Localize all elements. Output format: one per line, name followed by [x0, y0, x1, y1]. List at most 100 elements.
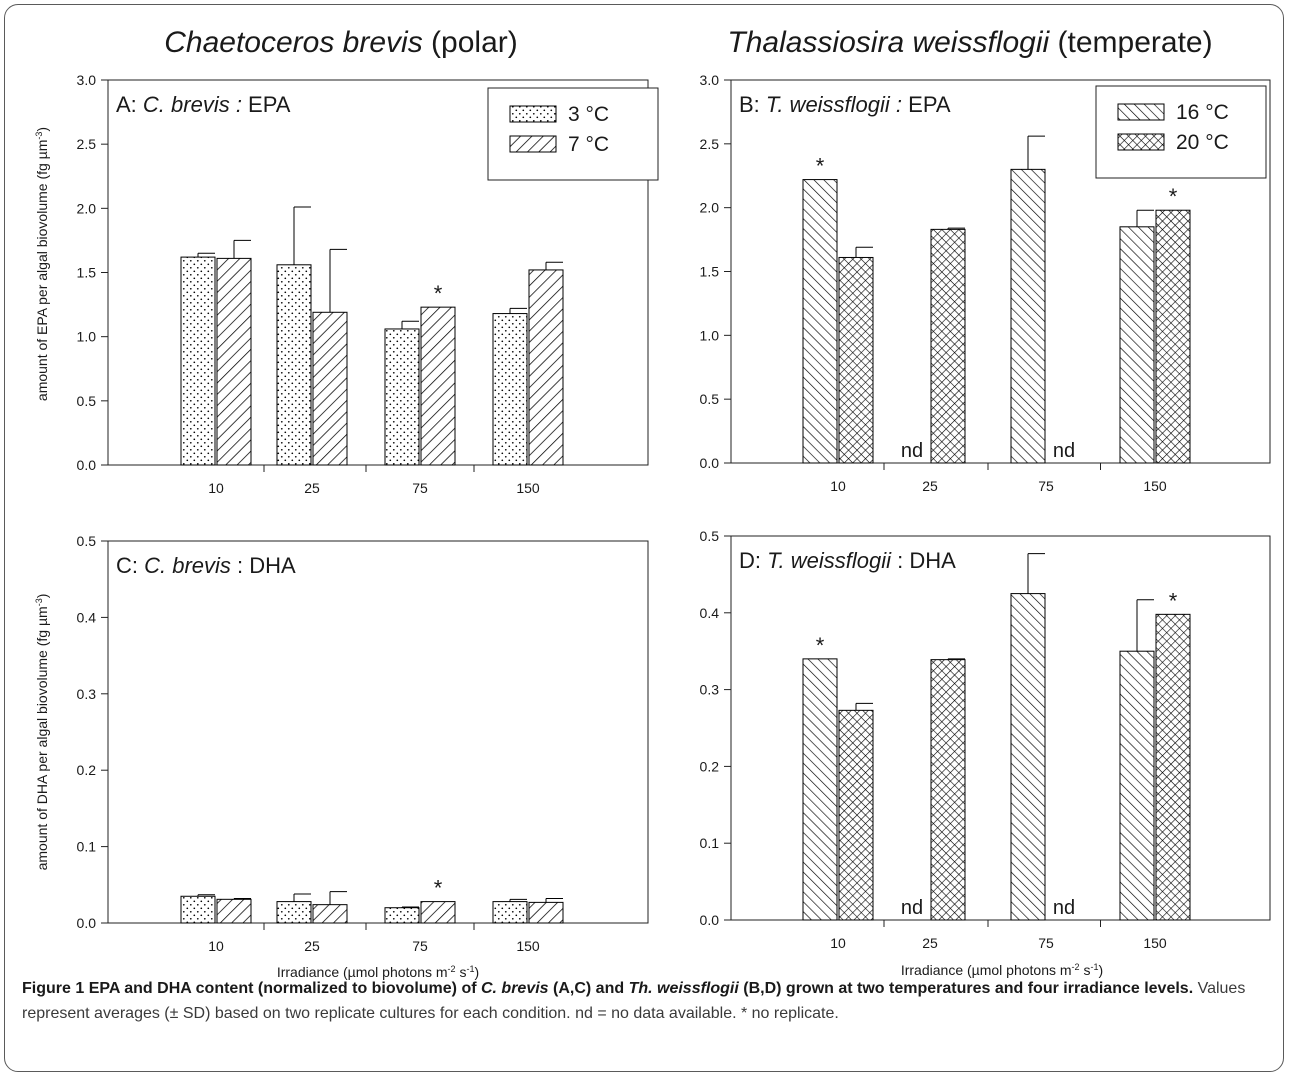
legend-swatch — [509, 105, 557, 123]
nd-label: nd — [901, 440, 923, 462]
x-tick-label: 150 — [516, 938, 540, 954]
bar-b-s0-10 — [802, 179, 838, 464]
bar-c-s0-10 — [180, 895, 216, 924]
bar-c-s0-75 — [384, 907, 420, 924]
x-tick-label: 25 — [922, 935, 938, 951]
y-axis-label-dha: amount of DHA per algal biovolume (fg µm… — [34, 594, 50, 871]
y-tick-label: 2.0 — [77, 200, 97, 216]
bar-b-s0-150 — [1119, 226, 1155, 464]
x-tick-label: 75 — [412, 480, 428, 496]
y-tick-label: 0.5 — [700, 528, 720, 544]
panel-label: A: C. brevis : EPA — [116, 92, 291, 117]
y-tick-label: 0.0 — [77, 457, 97, 473]
legend-swatch — [509, 135, 557, 153]
nd-label: nd — [901, 897, 923, 919]
panel-b: 0.0 0.5 1.0 1.5 2.0 2.5 3.0 10 25 75 150 * nd nd * B: T… — [700, 72, 1271, 494]
x-axis-label-right: Irradiance (µmol photons m-2 s-1) — [901, 962, 1103, 978]
y-tick-label: 0.1 — [77, 839, 97, 855]
y-tick-label: 0.3 — [700, 682, 720, 698]
bar-a-s0-25 — [276, 264, 312, 466]
nd-label: nd — [1053, 440, 1075, 462]
no-replicate-star: * — [816, 633, 825, 658]
panel-label: D: T. weissflogii : DHA — [739, 548, 956, 573]
legend-label: 16 °C — [1176, 101, 1229, 124]
legend-label: 7 °C — [568, 133, 609, 156]
x-tick-label: 75 — [1038, 478, 1054, 494]
bar-c-s1-150 — [528, 901, 564, 924]
x-tick-label: 25 — [304, 480, 320, 496]
x-tick-label: 150 — [1143, 478, 1167, 494]
y-tick-label: 0.5 — [77, 393, 97, 409]
bar-d-s1-150 — [1155, 613, 1191, 921]
bar-b-s1-150 — [1155, 209, 1191, 464]
bar-d-s1-10 — [838, 709, 874, 921]
bar-a-s0-75 — [384, 328, 420, 466]
caption-figure-label: Figure 1 — [22, 980, 85, 997]
figure-frame — [4, 4, 1284, 1072]
no-replicate-star: * — [816, 154, 825, 179]
y-tick-label: 0.4 — [700, 605, 720, 621]
legend-label: 3 °C — [568, 103, 609, 126]
y-tick-label: 1.5 — [77, 265, 97, 281]
panel-d: 0.0 0.1 0.2 0.3 0.4 0.5 10 25 75 150 * nd nd * D: T. w… — [700, 528, 1271, 951]
figure-caption: Figure 1 EPA and DHA content (normalized… — [22, 976, 1268, 1026]
bar-b-s1-25 — [930, 228, 966, 464]
panel-label: B: T. weissflogii : EPA — [739, 92, 951, 117]
bar-d-s0-75 — [1010, 593, 1046, 921]
x-tick-label: 10 — [208, 480, 224, 496]
y-tick-label: 0.2 — [77, 762, 97, 778]
bar-c-s0-25 — [276, 901, 312, 924]
y-tick-label: 3.0 — [700, 72, 720, 88]
no-replicate-star: * — [434, 281, 443, 306]
y-tick-label: 0.5 — [77, 533, 97, 549]
bar-c-s1-25 — [312, 904, 348, 924]
nd-label: nd — [1053, 897, 1075, 919]
bar-d-s0-10 — [802, 658, 838, 921]
legend: 3 °C 7 °C — [487, 87, 659, 181]
x-tick-label: 10 — [830, 935, 846, 951]
caption-body: Values represent averages (± SD) based o… — [22, 980, 1246, 1022]
chart-panels: 0.0 0.5 1.0 1.5 2.0 2.5 3.0 10 25 75 150 * A: C. bre… — [77, 72, 1271, 954]
y-axis-label-epa: amount of EPA per algal biovolume (fg µm… — [34, 127, 50, 401]
bar-b-s1-10 — [838, 256, 874, 464]
bar-a-s1-150 — [528, 269, 564, 466]
y-tick-label: 1.0 — [77, 329, 97, 345]
legend-swatch — [1117, 103, 1165, 121]
bar-d-s0-150 — [1119, 650, 1155, 921]
x-tick-label: 150 — [1143, 935, 1167, 951]
panel-label: C: C. brevis : DHA — [116, 553, 296, 578]
legend-box — [1095, 85, 1267, 179]
y-tick-label: 0.4 — [77, 609, 97, 625]
x-tick-label: 25 — [922, 478, 938, 494]
y-tick-label: 3.0 — [77, 72, 97, 88]
y-tick-label: 0.1 — [700, 835, 720, 851]
legend-swatch — [1117, 133, 1165, 151]
y-tick-label: 0.3 — [77, 686, 97, 702]
bar-d-s1-25 — [930, 659, 966, 921]
x-tick-label: 75 — [1038, 935, 1054, 951]
y-tick-label: 2.5 — [700, 136, 720, 152]
bar-c-s1-75 — [420, 901, 456, 924]
x-tick-label: 25 — [304, 938, 320, 954]
x-tick-label: 75 — [412, 938, 428, 954]
bar-c-s1-10 — [216, 898, 252, 924]
no-replicate-star: * — [1169, 184, 1178, 209]
legend-label: 20 °C — [1176, 131, 1229, 154]
x-tick-label: 150 — [516, 480, 540, 496]
y-tick-label: 1.0 — [700, 327, 720, 343]
bar-a-s0-150 — [492, 313, 528, 466]
bar-a-s1-25 — [312, 311, 348, 466]
x-axis-label-left: Irradiance (µmol photons m-2 s-1) — [277, 964, 479, 980]
caption-title: EPA and DHA content (normalized to biovo… — [88, 980, 1194, 997]
panel-c: 0.0 0.1 0.2 0.3 0.4 0.5 10 25 75 150 * C: C. brevis… — [77, 533, 649, 954]
y-tick-label: 0.0 — [77, 915, 97, 931]
column-title-left: Chaetoceros brevis (polar) — [164, 26, 518, 59]
bar-c-s0-150 — [492, 901, 528, 924]
y-tick-label: 1.5 — [700, 264, 720, 280]
bar-a-s0-10 — [180, 256, 216, 466]
y-tick-label: 0.2 — [700, 758, 720, 774]
y-tick-label: 2.5 — [77, 136, 97, 152]
legend-box — [487, 87, 659, 181]
column-title-right: Thalassiosira weissflogii (temperate) — [727, 26, 1212, 59]
